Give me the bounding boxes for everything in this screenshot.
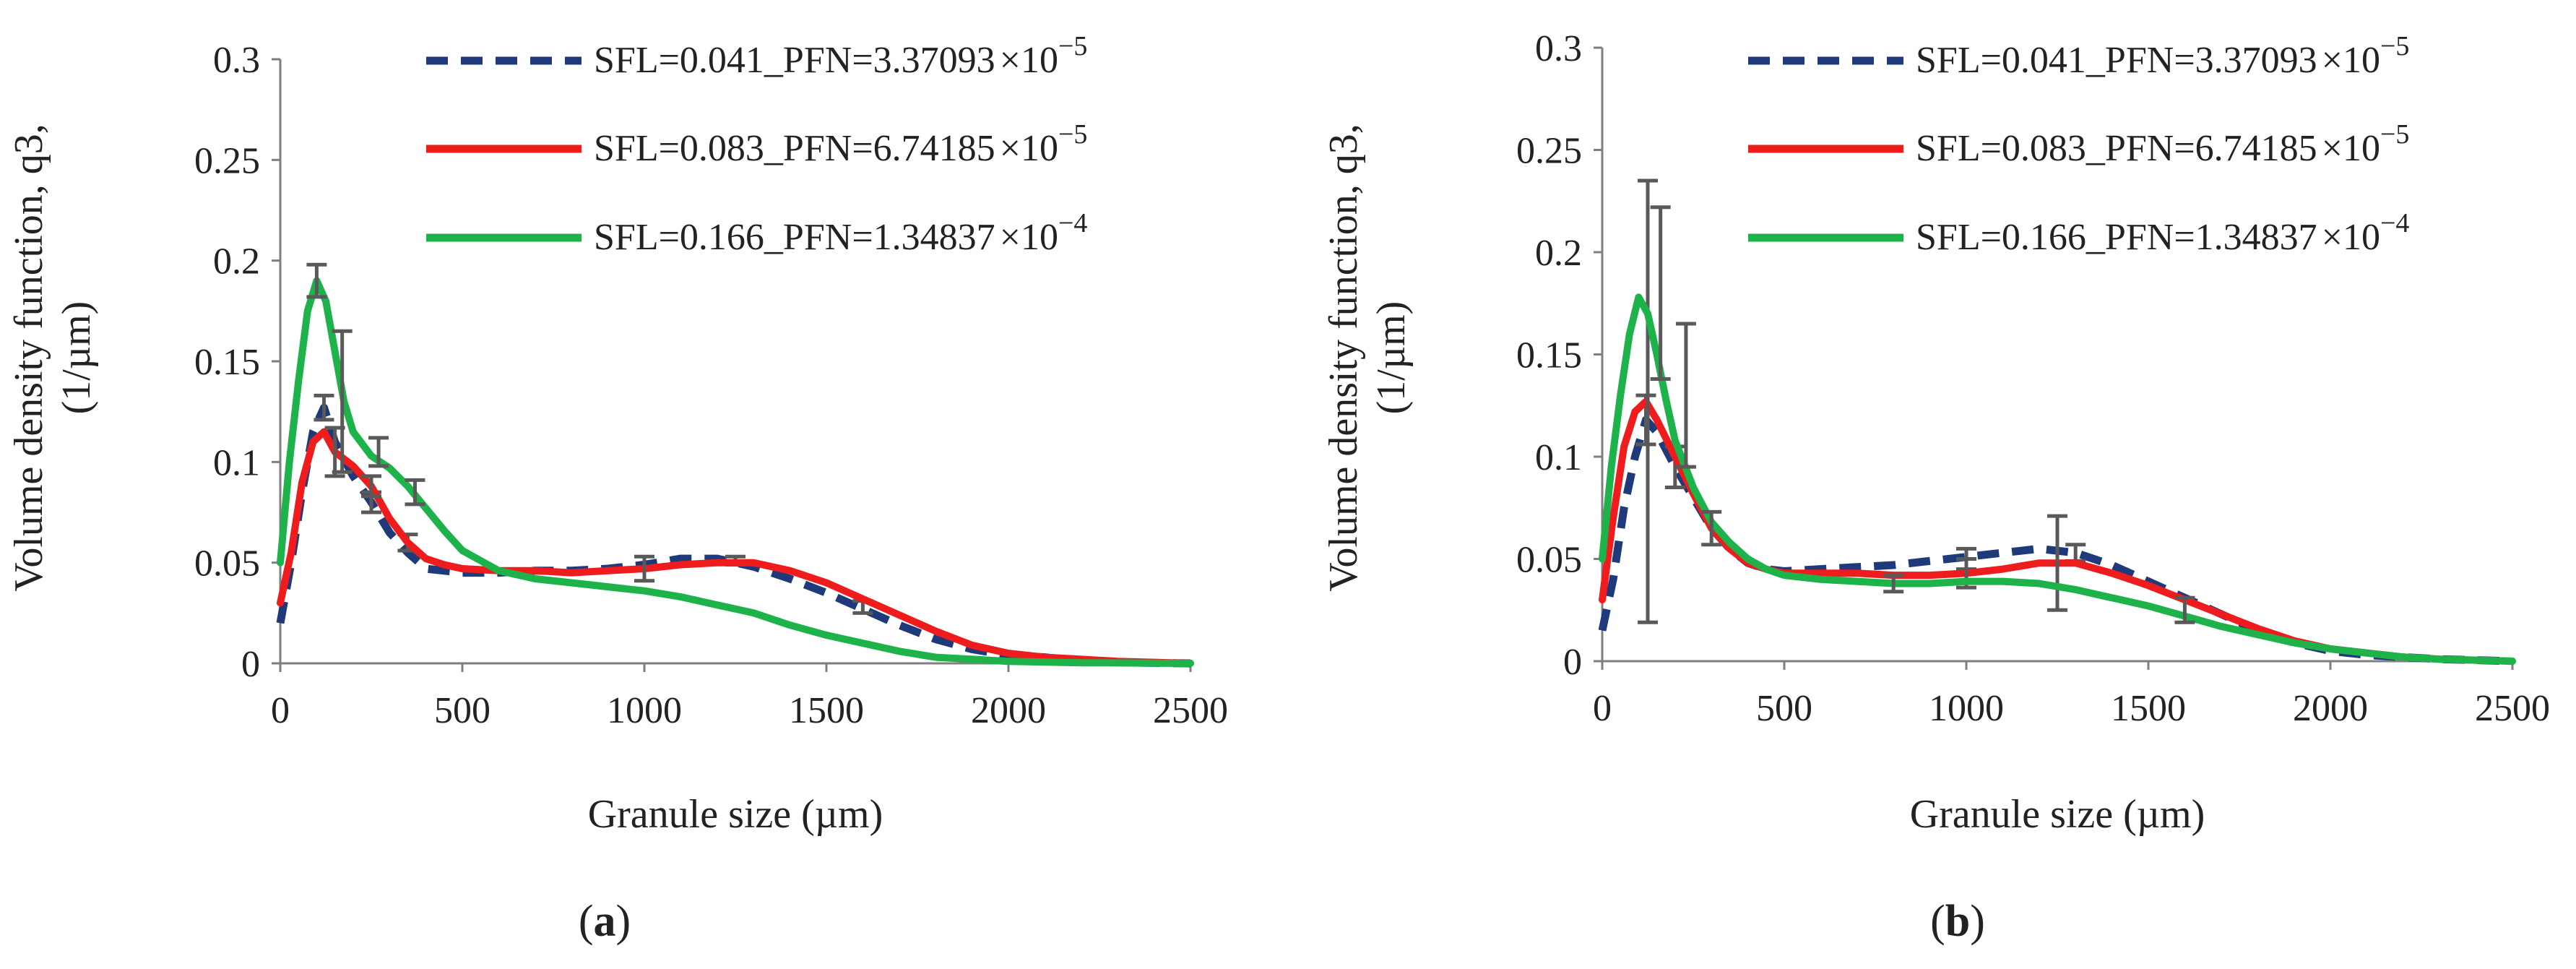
x-axis-label: Granule size (µm) [588, 792, 883, 837]
y-axis-label-line1: Volume density function, q3, [7, 124, 51, 592]
x-tick-label: 1000 [607, 690, 682, 731]
legend-label: SFL=0.083_PFN=6.74185 ×10−5 [1916, 119, 2409, 169]
legend-label-mult: ×10 [1000, 40, 1058, 81]
y-tick-label: 0.05 [194, 543, 260, 585]
error-bar [1675, 322, 1696, 469]
legend-label: SFL=0.041_PFN=3.37093 ×10−5 [594, 31, 1087, 81]
legend-label-text: SFL=0.166_PFN=1.34837 [594, 217, 995, 258]
error-bar [1701, 509, 1722, 547]
y-tick-label: 0.1 [1535, 437, 1582, 478]
error-bar [368, 436, 389, 468]
legend-label-text: SFL=0.041_PFN=3.37093 [1916, 40, 2317, 81]
legend-label-exp: −4 [2380, 208, 2409, 238]
legend-label: SFL=0.166_PFN=1.34837 ×10−4 [594, 208, 1087, 258]
y-tick-label: 0.15 [194, 342, 260, 383]
legend-label-exp: −4 [1058, 208, 1087, 238]
y-tick-label: 0.2 [213, 241, 260, 283]
legend-entry-1: SFL=0.041_PFN=3.37093 ×10−5 [1748, 31, 2409, 81]
legend-label-text: SFL=0.083_PFN=6.74185 [1916, 128, 2317, 169]
chart-panel-a: 0 0.05 0.1 0.15 0.2 0.25 0.3 0 500 1000 1500 2000 25… [7, 31, 1228, 946]
x-tick-label: 0 [1593, 688, 1612, 729]
x-axis-label: Granule size (µm) [1910, 792, 2205, 837]
y-tick-label: 0.25 [194, 140, 260, 181]
error-bar [361, 474, 381, 499]
y-axis-label-line2: (1/µm) [1369, 301, 1414, 415]
y-tick-label: 0.3 [1535, 28, 1582, 69]
series-line-3 [277, 277, 1194, 667]
x-tick-label: 2500 [2475, 688, 2550, 729]
legend-entry-3: SFL=0.166_PFN=1.34837 ×10−4 [1748, 208, 2409, 258]
error-bar [634, 554, 654, 583]
y-axis-label-line1: Volume density function, q3, [1321, 124, 1366, 592]
legend: SFL=0.041_PFN=3.37093 ×10−5SFL=0.083_PFN=… [426, 31, 1087, 258]
legend-entry-3: SFL=0.166_PFN=1.34837 ×10−4 [426, 208, 1087, 258]
panel-label: (b) [1930, 897, 1985, 946]
x-tick-label: 500 [1756, 688, 1812, 729]
legend-label-exp: −5 [2380, 119, 2409, 150]
y-tick-label: 0.25 [1516, 131, 1582, 172]
legend-label-exp: −5 [2380, 31, 2409, 61]
legend-entry-2: SFL=0.083_PFN=6.74185 ×10−5 [426, 119, 1087, 169]
legend-label: SFL=0.166_PFN=1.34837 ×10−4 [1916, 208, 2409, 258]
y-tick-label: 0.3 [213, 40, 260, 81]
panel-label-close: ) [616, 897, 631, 946]
y-tick-label: 0.2 [1535, 233, 1582, 274]
error-bar [314, 393, 334, 422]
chart-panel-b: 0 0.05 0.1 0.15 0.2 0.25 0.3 0 500 1000 1500 2000 25… [1321, 28, 2550, 946]
legend-label-mult: ×10 [1000, 217, 1058, 258]
x-tick-label: 1500 [789, 690, 864, 731]
error-bar [1638, 178, 1658, 624]
x-tick-label: 2500 [1153, 690, 1228, 731]
panel-label-letter: a [594, 897, 616, 946]
panel-label-close: ) [1970, 897, 1985, 946]
legend-label-text: SFL=0.083_PFN=6.74185 [594, 128, 995, 169]
x-tick-label: 2000 [2293, 688, 2368, 729]
y-tick-label: 0.15 [1516, 335, 1582, 376]
legend-label-text: SFL=0.166_PFN=1.34837 [1916, 217, 2317, 258]
y-tick-label: 0 [241, 644, 260, 685]
legend-entry-1: SFL=0.041_PFN=3.37093 ×10−5 [426, 31, 1087, 81]
legend: SFL=0.041_PFN=3.37093 ×10−5SFL=0.083_PFN=… [1748, 31, 2409, 258]
error-bar [2174, 595, 2195, 624]
x-tick-label: 1500 [2111, 688, 2186, 729]
panel-label: (a) [579, 897, 631, 946]
error-bar [2047, 514, 2067, 612]
legend-label-text: SFL=0.041_PFN=3.37093 [594, 40, 995, 81]
legend-label-mult: ×10 [2322, 217, 2380, 258]
error-bar [332, 329, 353, 474]
x-tick-label: 500 [434, 690, 490, 731]
legend-label-mult: ×10 [2322, 40, 2380, 81]
y-tick-label: 0 [1563, 642, 1582, 683]
series-line-2 [277, 428, 1194, 667]
y-tick-label: 0.1 [213, 442, 260, 483]
legend-label-mult: ×10 [1000, 128, 1058, 169]
x-tick-label: 0 [271, 690, 290, 731]
legend-label-exp: −5 [1058, 31, 1087, 61]
legend-label: SFL=0.083_PFN=6.74185 ×10−5 [594, 119, 1087, 169]
y-axis-label-line2: (1/µm) [54, 301, 99, 415]
legend-label-exp: −5 [1058, 119, 1087, 150]
legend-label: SFL=0.041_PFN=3.37093 ×10−5 [1916, 31, 2409, 81]
error-bar [306, 262, 327, 299]
panel-label-letter: b [1945, 897, 1970, 946]
y-tick-label: 0.05 [1516, 540, 1582, 581]
x-tick-label: 1000 [1929, 688, 2004, 729]
panel-label-open: ( [1930, 897, 1945, 946]
error-bar [405, 478, 425, 507]
x-tick-label: 2000 [971, 690, 1046, 731]
legend-entry-2: SFL=0.083_PFN=6.74185 ×10−5 [1748, 119, 2409, 169]
error-bar [1883, 573, 1904, 594]
error-bar [1650, 205, 1671, 381]
panel-label-open: ( [579, 897, 594, 946]
legend-label-mult: ×10 [2322, 128, 2380, 169]
